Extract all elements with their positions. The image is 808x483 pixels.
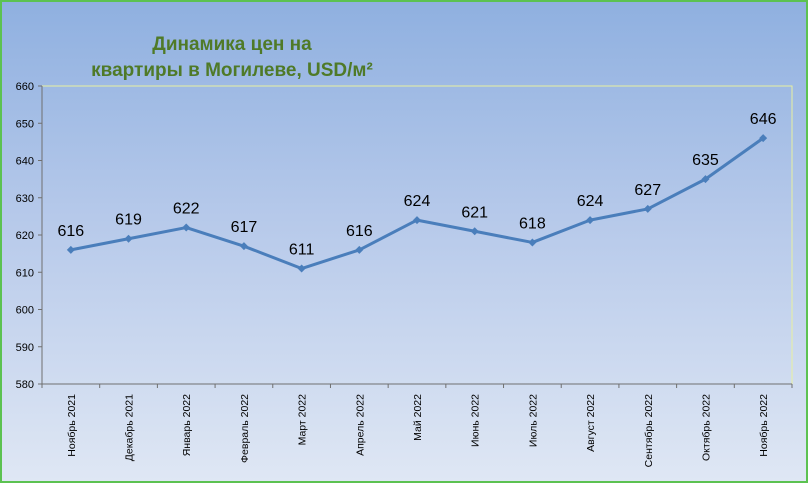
chart-title: Динамика цен на квартиры в Могилеве, USD… <box>62 32 402 84</box>
x-tick-label: Апрель 2022 <box>354 394 366 456</box>
x-tick-label: Ноябрь 2021 <box>66 394 78 457</box>
y-tick-label: 640 <box>16 156 34 168</box>
data-point-marker <box>413 216 421 225</box>
data-label: 624 <box>404 193 431 210</box>
x-tick-label: Февраль 2022 <box>239 394 251 463</box>
data-point-marker <box>643 204 652 213</box>
data-label: 621 <box>461 204 488 221</box>
y-tick-label: 630 <box>16 193 34 205</box>
data-label: 635 <box>692 152 719 169</box>
data-point-marker <box>470 227 479 236</box>
y-tick-label: 590 <box>16 342 34 354</box>
chart-title-line-1: Динамика цен на <box>152 34 312 55</box>
x-tick-label: Март 2022 <box>297 394 309 446</box>
data-label: 616 <box>346 223 373 240</box>
data-label: 616 <box>57 223 84 240</box>
data-label: 627 <box>634 182 661 199</box>
chart-title-line-2: квартиры в Могилеве, USD/м² <box>91 60 373 81</box>
y-tick-label: 620 <box>16 230 34 242</box>
y-tick-label: 580 <box>16 379 34 391</box>
x-tick-label: Январь 2022 <box>181 394 193 456</box>
y-tick-label: 660 <box>16 81 34 93</box>
x-tick-label: Июнь 2022 <box>470 394 482 447</box>
data-label: 618 <box>519 215 546 232</box>
data-label: 611 <box>289 242 315 259</box>
x-tick-label: Июль 2022 <box>527 394 539 447</box>
data-label: 617 <box>231 219 258 236</box>
y-tick-label: 610 <box>16 267 34 279</box>
data-point-marker <box>66 245 75 254</box>
data-point-marker <box>759 134 768 143</box>
x-tick-label: Октябрь 2022 <box>700 394 712 461</box>
data-label: 624 <box>577 193 604 210</box>
y-tick-label: 650 <box>16 118 34 130</box>
x-tick-label: Декабрь 2021 <box>124 394 136 461</box>
x-tick-label: Ноябрь 2022 <box>758 394 770 457</box>
data-point-marker <box>124 234 133 243</box>
x-tick-label: Август 2022 <box>585 394 597 452</box>
data-point-marker <box>239 242 248 251</box>
y-tick-label: 600 <box>16 305 34 317</box>
data-point-marker <box>355 245 364 254</box>
data-point-marker <box>528 238 537 247</box>
data-label: 622 <box>173 201 200 218</box>
data-label: 646 <box>750 111 777 128</box>
x-tick-label: Сентябрь 2022 <box>643 394 655 467</box>
data-label: 619 <box>115 212 142 229</box>
data-point-marker <box>297 264 306 273</box>
data-point-marker <box>182 223 191 232</box>
data-point-marker <box>701 175 710 184</box>
x-tick-label: Май 2022 <box>412 394 424 441</box>
data-point-marker <box>586 216 595 225</box>
